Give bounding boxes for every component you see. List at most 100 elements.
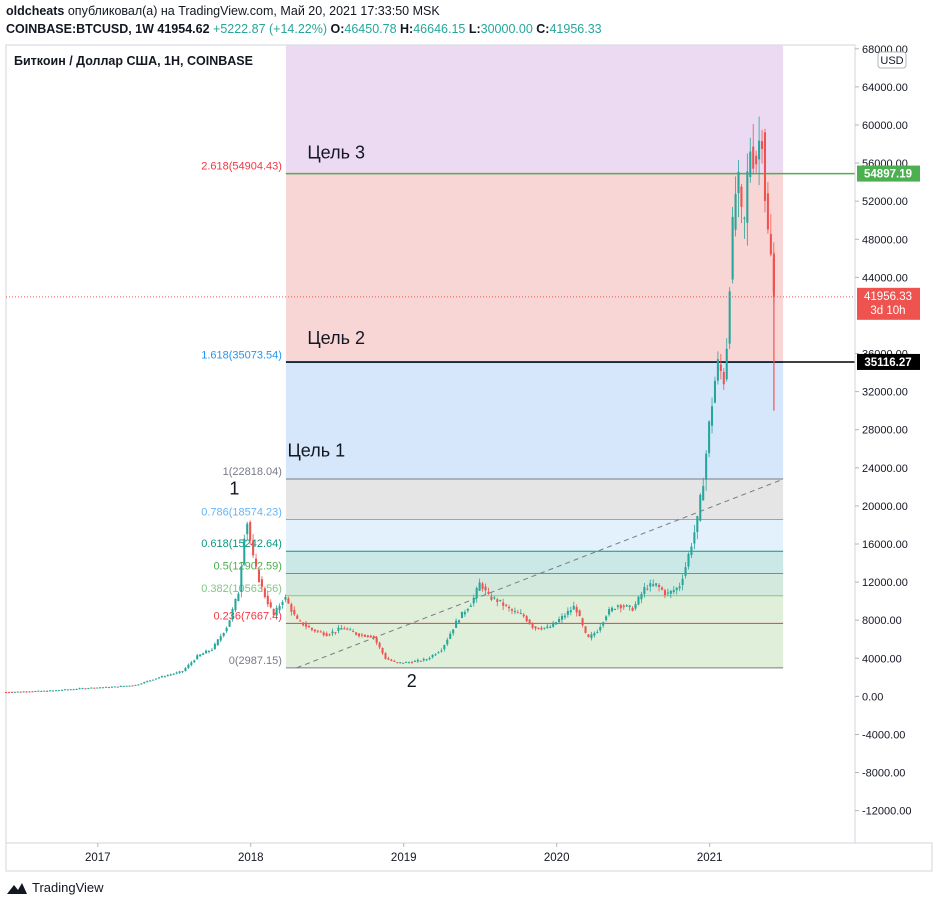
candle-body [658, 584, 661, 588]
price-badge-label-1: 35116.27 [864, 357, 911, 369]
candle-body [163, 676, 166, 678]
candle-body [28, 691, 31, 693]
candle-body [446, 639, 449, 645]
candle-body [402, 662, 405, 664]
y-tick-label: 48000.00 [862, 234, 908, 246]
candle-body [469, 605, 472, 607]
candle-body [510, 609, 514, 611]
y-tick-label: 60000.00 [862, 120, 908, 132]
candle-body [313, 629, 316, 632]
candle-body [325, 633, 328, 637]
candle-body [275, 607, 278, 616]
y-tick-label: 32000.00 [862, 387, 908, 399]
candle-body [293, 609, 296, 615]
candle-body [622, 605, 625, 608]
price-badge-label-0: 54897.19 [864, 169, 912, 181]
brand-name: TradingView [32, 880, 104, 895]
candle-body [210, 649, 213, 651]
candle-body [140, 683, 143, 685]
candle-body [143, 681, 146, 684]
candle-body [513, 610, 516, 612]
candle-body [440, 650, 443, 652]
tradingview-brand[interactable]: TradingView [6, 880, 104, 895]
fib-zone-top [285, 45, 784, 174]
candle-body [743, 217, 746, 219]
candle-body [384, 653, 387, 659]
candle-body [278, 605, 281, 611]
candle-body [199, 654, 202, 657]
fib-label-0.618: 0.618(15242.64) [201, 538, 282, 550]
candle-body [272, 608, 275, 615]
candle-body [60, 689, 63, 691]
candle-body [625, 605, 628, 607]
candle-body [481, 583, 484, 589]
candle-body [572, 605, 575, 610]
fib-zone-1 [285, 479, 784, 520]
fib-zone-0.236 [285, 623, 784, 668]
candle-body [681, 578, 684, 586]
candle-body [378, 642, 381, 648]
candle-body [502, 602, 505, 606]
symbol-label: COINBASE:BTCUSD, 1W [6, 22, 154, 36]
candle-body [13, 691, 16, 693]
candle-body [722, 371, 725, 385]
candle-body [219, 636, 222, 641]
y-tick-label: 12000.00 [862, 577, 908, 589]
candle-body [75, 688, 78, 690]
fib-zone-2.618 [285, 173, 784, 363]
candle-body [263, 588, 266, 598]
candle-body [316, 630, 319, 632]
candle-body [608, 609, 611, 615]
y-tick-label: 0.00 [862, 691, 883, 703]
candle-body [375, 637, 378, 643]
candle-body [90, 687, 93, 689]
high-label: H: [400, 22, 414, 36]
candle-body [610, 607, 614, 612]
fib-zone-1.618 [285, 362, 784, 480]
candle-body [87, 688, 90, 690]
tradingview-logo-icon [7, 882, 27, 894]
candle-body [619, 604, 622, 609]
candle-body [46, 690, 49, 692]
candle-body [646, 588, 649, 590]
candle-body [193, 660, 196, 663]
fib-label-0.236: 0.236(7667.4) [213, 610, 282, 622]
candle-body [66, 689, 69, 691]
fib-label-0.786: 0.786(18574.23) [201, 506, 282, 518]
candle-body [119, 685, 122, 687]
currency-button-label: USD [880, 55, 903, 67]
candle-body [528, 619, 531, 625]
candle-body [616, 605, 619, 608]
candle-body [702, 486, 705, 501]
candle-body [299, 620, 302, 622]
candle-body [231, 609, 234, 620]
candle-body [331, 631, 334, 634]
candle-body [460, 611, 464, 618]
candle-body [202, 653, 205, 655]
candle-body [284, 596, 287, 600]
candle-body [637, 596, 640, 605]
candle-body [569, 610, 572, 613]
candle-body [581, 618, 584, 626]
candle-body [96, 687, 99, 689]
candle-body [255, 558, 258, 567]
fib-label-0.5: 0.5(12902.59) [213, 560, 282, 572]
candle-body [519, 613, 522, 615]
candle-body [634, 604, 637, 609]
candle-body [40, 690, 43, 692]
candle-body [110, 686, 113, 688]
y-tick-label: 24000.00 [862, 463, 908, 475]
y-tick-label: 52000.00 [862, 196, 908, 208]
candle-body [566, 610, 569, 615]
candle-body [708, 421, 711, 454]
candle-body [746, 171, 749, 223]
candle-body [296, 615, 299, 619]
candle-body [369, 635, 372, 638]
candle-body [534, 626, 537, 629]
last-price: 41954.62 [157, 22, 210, 36]
candle-body [37, 690, 40, 692]
candle-body [228, 620, 231, 627]
candle-body [16, 691, 19, 693]
y-tick-label: 8000.00 [862, 615, 902, 627]
